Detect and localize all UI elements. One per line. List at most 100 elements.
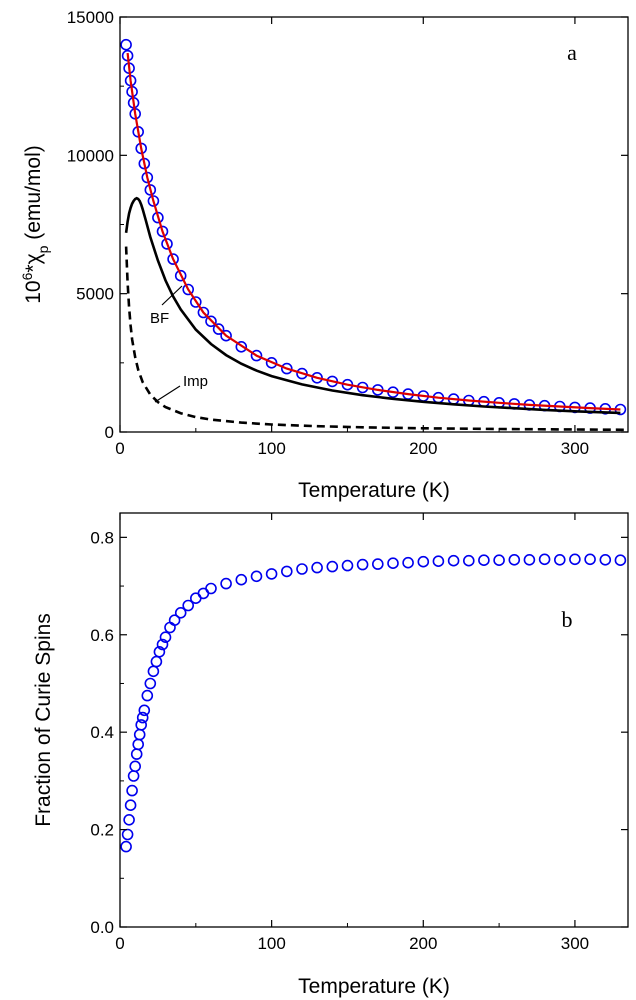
x-tick-label: 100 bbox=[257, 934, 285, 953]
data-point bbox=[167, 253, 179, 265]
x-axis-title: Temperature (K) bbox=[298, 479, 450, 502]
data-point bbox=[120, 840, 132, 853]
y-tick-label: 0 bbox=[105, 423, 114, 442]
data-point bbox=[220, 577, 232, 590]
data-point bbox=[182, 599, 194, 612]
data-point bbox=[159, 631, 172, 644]
data-point bbox=[265, 356, 278, 369]
data-point bbox=[130, 748, 143, 760]
data-point bbox=[212, 323, 225, 335]
data-point bbox=[153, 645, 166, 658]
data-point bbox=[235, 340, 248, 353]
data-point bbox=[523, 553, 536, 566]
data-point bbox=[197, 306, 210, 319]
y-axis-title-part: χ bbox=[22, 253, 45, 264]
panel-letter: b bbox=[562, 607, 573, 632]
data-point bbox=[182, 283, 194, 296]
y-tick-label: 0.0 bbox=[90, 918, 114, 937]
data-point bbox=[121, 828, 134, 841]
data-point bbox=[156, 638, 169, 651]
x-tick-label: 0 bbox=[115, 439, 124, 458]
series-data bbox=[120, 38, 627, 416]
y-tick-label: 0.6 bbox=[90, 626, 114, 645]
data-point bbox=[168, 614, 181, 627]
series-line-BF bbox=[124, 196, 621, 415]
data-point bbox=[138, 704, 151, 717]
data-point bbox=[147, 665, 160, 678]
x-tick-label: 200 bbox=[409, 934, 437, 953]
x-tick-label: 200 bbox=[409, 439, 437, 458]
data-point bbox=[250, 349, 263, 362]
data-point bbox=[462, 554, 475, 567]
data-point bbox=[141, 689, 154, 702]
data-point bbox=[296, 563, 308, 575]
plot-frame bbox=[119, 512, 629, 928]
data-point bbox=[164, 621, 176, 634]
data-point bbox=[120, 38, 132, 51]
data-point bbox=[150, 655, 163, 668]
data-point bbox=[493, 554, 505, 567]
data-point bbox=[136, 711, 149, 724]
x-axis-title: Temperature (K) bbox=[298, 975, 450, 998]
y-axis-title-part: p bbox=[35, 245, 51, 253]
annotation-leader bbox=[154, 385, 181, 403]
panel-letter: a bbox=[567, 40, 577, 65]
data-point bbox=[280, 362, 293, 375]
data-point bbox=[250, 570, 263, 583]
data-point bbox=[569, 553, 581, 566]
data-point bbox=[124, 799, 137, 812]
data-point bbox=[371, 558, 384, 570]
data-point bbox=[205, 315, 217, 328]
data-point bbox=[553, 553, 566, 566]
data-point bbox=[387, 557, 399, 570]
annotation-bf: BF bbox=[150, 310, 169, 327]
panel-a-chart: 0 100 200 300 0 5000 10000 15000 Temperature (K)… bbox=[19, 8, 629, 502]
data-point bbox=[156, 225, 169, 238]
y-tick-label: 0.8 bbox=[90, 528, 114, 547]
data-point bbox=[133, 728, 146, 741]
annotation-imp: Imp bbox=[183, 373, 208, 390]
data-point bbox=[190, 296, 202, 308]
data-point bbox=[161, 238, 173, 250]
x-tick-label: 300 bbox=[561, 439, 589, 458]
data-point bbox=[356, 558, 369, 571]
data-point bbox=[341, 559, 354, 572]
y-tick-label: 15000 bbox=[67, 8, 114, 27]
y-tick-label: 0.4 bbox=[90, 723, 114, 742]
series-fraction bbox=[120, 553, 627, 853]
data-point bbox=[132, 738, 144, 751]
y-axis-title: Fraction of Curie Spins bbox=[32, 613, 55, 827]
y-axis-title-part: * bbox=[22, 264, 45, 272]
data-point bbox=[508, 553, 521, 566]
y-tick-label: 0.2 bbox=[90, 821, 114, 840]
data-point bbox=[235, 573, 248, 586]
data-point bbox=[174, 606, 187, 619]
data-point bbox=[280, 565, 293, 578]
data-point bbox=[402, 556, 414, 569]
data-point bbox=[478, 554, 490, 567]
y-axis-title-part: 6 bbox=[19, 272, 35, 280]
data-point bbox=[311, 371, 323, 384]
data-point bbox=[127, 770, 140, 782]
series-line-fit bbox=[126, 52, 621, 411]
y-axis-title: 106*χp (emu/mol) bbox=[19, 145, 51, 304]
y-tick-label: 5000 bbox=[76, 285, 114, 304]
data-point bbox=[126, 784, 138, 797]
data-point bbox=[135, 719, 147, 731]
y-tick-label: 10000 bbox=[67, 146, 114, 165]
data-point bbox=[326, 560, 339, 573]
data-point bbox=[129, 760, 141, 773]
data-point bbox=[311, 561, 323, 574]
x-tick-label: 100 bbox=[257, 439, 285, 458]
annotation-leader bbox=[161, 285, 183, 306]
data-point bbox=[220, 329, 232, 342]
data-point bbox=[614, 554, 627, 567]
data-point bbox=[265, 568, 278, 580]
plot-frame bbox=[119, 16, 629, 433]
data-point bbox=[538, 553, 551, 566]
data-point bbox=[144, 677, 157, 690]
x-tick-label: 0 bbox=[115, 934, 124, 953]
panel-b-chart: 0 100 200 300 0.0 0.2 0.4 0.6 0.8 Temperature (K)… bbox=[32, 512, 629, 998]
data-point bbox=[174, 269, 187, 282]
